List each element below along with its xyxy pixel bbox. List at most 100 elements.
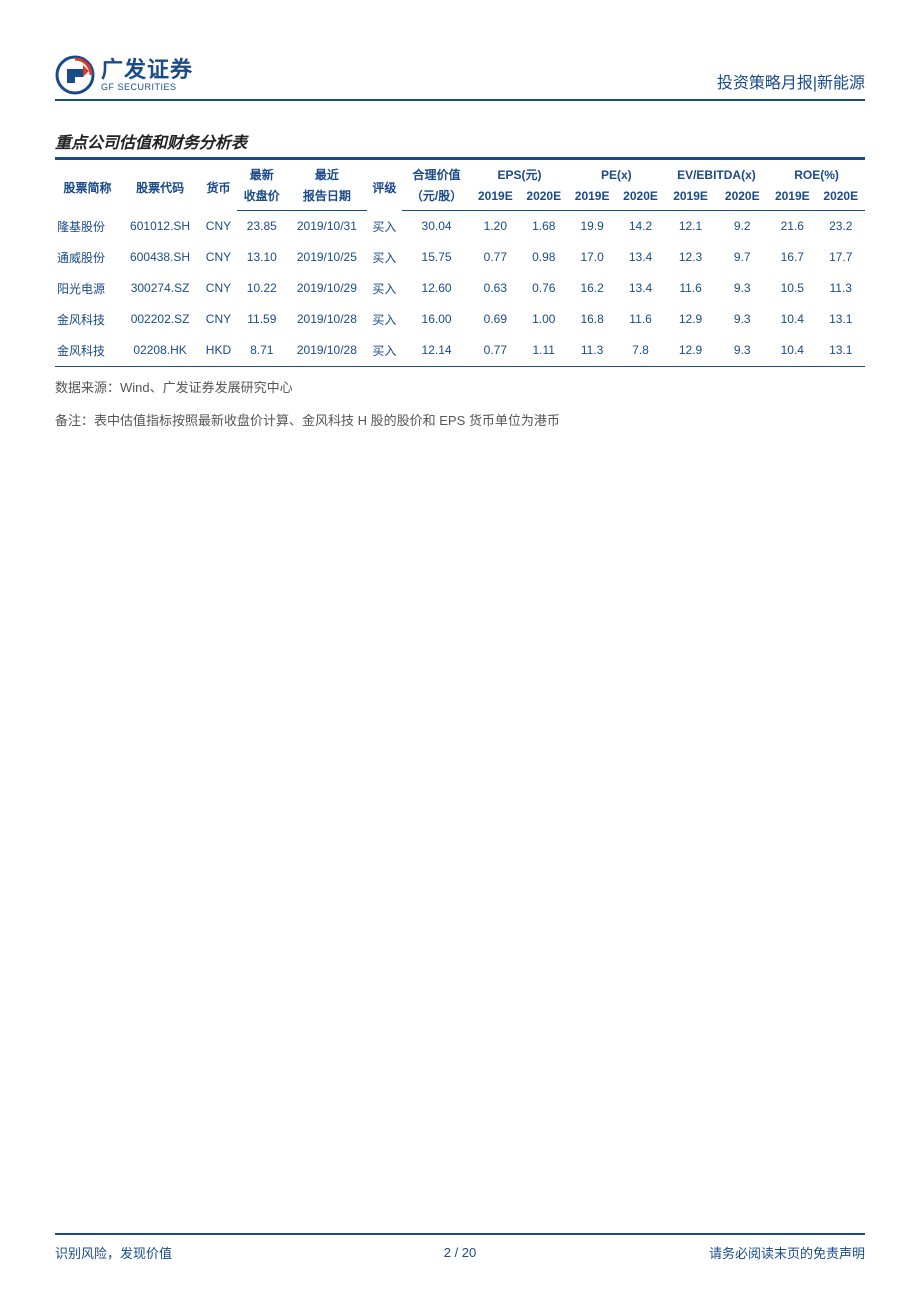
table-row: 通威股份600438.SHCNY13.102019/10/25买入15.750.… [55,242,865,273]
cell-rating: 买入 [367,242,402,273]
col-rating: 评级 [367,160,402,211]
footer-left: 识别风险，发现价值 [55,1243,172,1262]
col-latest-top: 最新 [237,160,287,186]
page-footer: 识别风险，发现价值 2 / 20 请务必阅读末页的免责声明 [55,1233,865,1262]
cell-eps20: 0.98 [520,242,568,273]
cell-ev19: 12.9 [665,335,717,367]
col-fair-sub: （元/股） [402,185,471,211]
footer-rule [55,1233,865,1235]
header-right-text: 投资策略月报|新能源 [717,69,865,95]
brand-logo-mark-icon [55,55,95,95]
table-row: 金风科技02208.HKHKD8.712019/10/28买入12.140.77… [55,335,865,367]
col-pe-2020: 2020E [616,185,664,211]
brand-logo: 广发证券 GF SECURITIES [55,55,193,95]
cell-ev19: 11.6 [665,273,717,304]
col-recent-sub: 报告日期 [287,185,367,211]
table-row: 阳光电源300274.SZCNY10.222019/10/29买入12.600.… [55,273,865,304]
cell-pe20: 13.4 [616,273,664,304]
cell-ccy: CNY [200,242,237,273]
cell-roe20: 23.2 [816,211,865,242]
cell-pe20: 14.2 [616,211,664,242]
col-fair-top: 合理价值 [402,160,471,186]
cell-roe19: 16.7 [768,242,816,273]
cell-close: 13.10 [237,242,287,273]
cell-ccy: CNY [200,273,237,304]
cell-ev19: 12.1 [665,211,717,242]
cell-eps19: 1.20 [471,211,519,242]
cell-code: 002202.SZ [120,304,200,335]
cell-eps19: 0.77 [471,335,519,367]
cell-close: 10.22 [237,273,287,304]
data-source: 数据来源：Wind、广发证券发展研究中心 [55,377,865,396]
cell-code: 300274.SZ [120,273,200,304]
cell-ev20: 9.3 [716,273,768,304]
cell-date: 2019/10/28 [287,335,367,367]
cell-name: 隆基股份 [55,211,120,242]
page-total: 20 [462,1245,476,1260]
col-evebitda: EV/EBITDA(x) [665,160,768,186]
cell-fv: 12.14 [402,335,471,367]
cell-eps19: 0.69 [471,304,519,335]
valuation-table: 股票简称 股票代码 货币 最新 最近 评级 合理价值 EPS(元) PE(x) … [55,159,865,367]
section-title: 重点公司估值和财务分析表 [55,129,865,159]
cell-code: 600438.SH [120,242,200,273]
cell-date: 2019/10/25 [287,242,367,273]
cell-pe19: 16.2 [568,273,616,304]
col-recent-top: 最近 [287,160,367,186]
col-roe: ROE(%) [768,160,865,186]
cell-pe20: 11.6 [616,304,664,335]
footer-page-number: 2 / 20 [444,1245,477,1260]
cell-ev19: 12.3 [665,242,717,273]
col-code: 股票代码 [120,160,200,211]
table-note: 备注：表中估值指标按照最新收盘价计算、金风科技 H 股的股价和 EPS 货币单位… [55,410,865,429]
cell-roe20: 13.1 [816,304,865,335]
cell-ccy: CNY [200,211,237,242]
cell-name: 金风科技 [55,304,120,335]
col-roe-2020: 2020E [816,185,865,211]
cell-eps20: 1.00 [520,304,568,335]
cell-fv: 30.04 [402,211,471,242]
footer-right: 请务必阅读末页的免责声明 [709,1243,865,1262]
cell-date: 2019/10/28 [287,304,367,335]
cell-name: 金风科技 [55,335,120,367]
cell-date: 2019/10/29 [287,273,367,304]
table-row: 隆基股份601012.SHCNY23.852019/10/31买入30.041.… [55,211,865,242]
cell-eps20: 1.68 [520,211,568,242]
cell-code: 02208.HK [120,335,200,367]
table-row: 金风科技002202.SZCNY11.592019/10/28买入16.000.… [55,304,865,335]
cell-pe19: 17.0 [568,242,616,273]
cell-ev20: 9.7 [716,242,768,273]
cell-eps20: 1.11 [520,335,568,367]
cell-roe19: 21.6 [768,211,816,242]
cell-code: 601012.SH [120,211,200,242]
col-ev-2020: 2020E [716,185,768,211]
col-latest-sub: 收盘价 [237,185,287,211]
cell-close: 11.59 [237,304,287,335]
col-eps: EPS(元) [471,160,568,186]
cell-fv: 12.60 [402,273,471,304]
cell-pe19: 16.8 [568,304,616,335]
page-header: 广发证券 GF SECURITIES 投资策略月报|新能源 [55,55,865,101]
cell-close: 23.85 [237,211,287,242]
cell-ev20: 9.2 [716,211,768,242]
cell-name: 阳光电源 [55,273,120,304]
cell-ccy: HKD [200,335,237,367]
cell-pe19: 11.3 [568,335,616,367]
col-currency: 货币 [200,160,237,211]
col-pe-2019: 2019E [568,185,616,211]
brand-logo-text: 广发证券 GF SECURITIES [101,59,193,92]
cell-rating: 买入 [367,273,402,304]
cell-rating: 买入 [367,304,402,335]
col-name: 股票简称 [55,160,120,211]
cell-rating: 买入 [367,335,402,367]
col-roe-2019: 2019E [768,185,816,211]
cell-ev20: 9.3 [716,304,768,335]
cell-roe19: 10.5 [768,273,816,304]
cell-fv: 16.00 [402,304,471,335]
col-pe: PE(x) [568,160,665,186]
cell-date: 2019/10/31 [287,211,367,242]
cell-pe20: 7.8 [616,335,664,367]
cell-ccy: CNY [200,304,237,335]
cell-ev20: 9.3 [716,335,768,367]
col-eps-2019: 2019E [471,185,519,211]
